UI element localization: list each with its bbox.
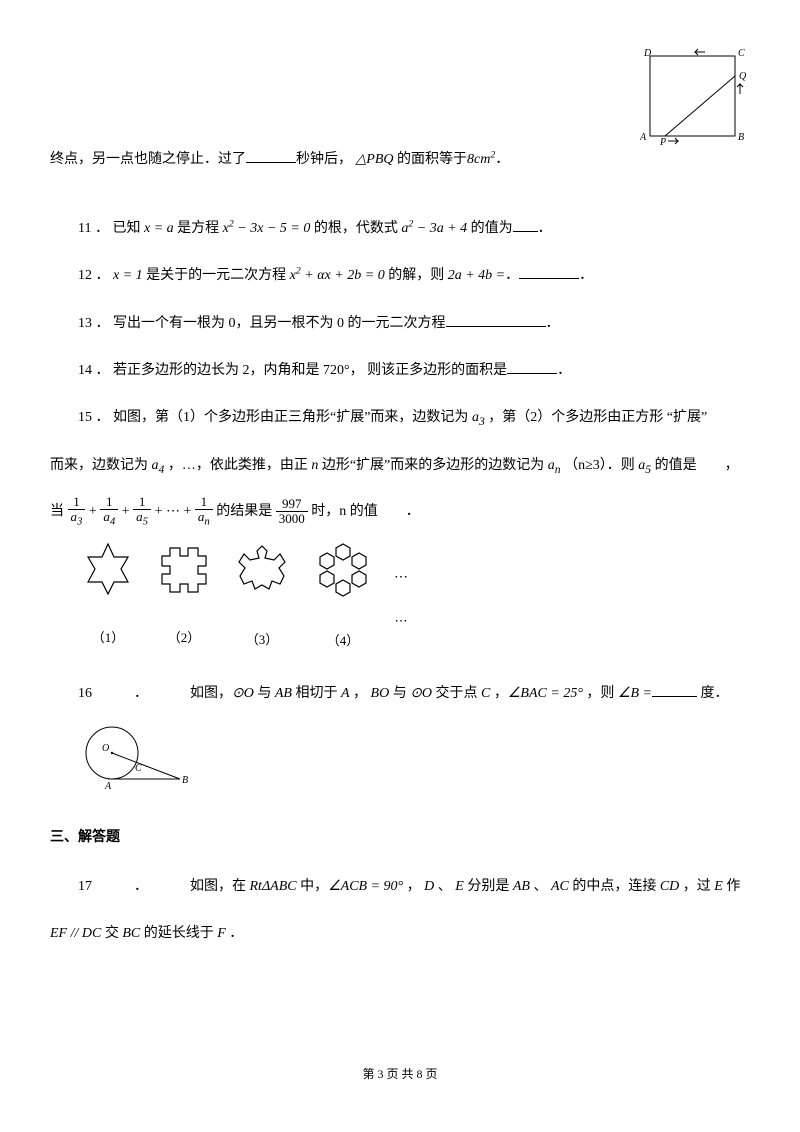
- q12: 12 ． x = 1 是关于的一元二次方程 x2 + αx + 2b = 0 的…: [50, 256, 750, 295]
- svg-text:D: D: [643, 48, 652, 59]
- circle-diagram: O A B C: [80, 721, 750, 807]
- q17-line1: 17 ． 如图，在 RtΔABC 中，∠ACB = 90° ， D 、 E 分别…: [50, 867, 750, 906]
- svg-text:O: O: [102, 743, 109, 754]
- section3-title: 三、解答题: [50, 818, 750, 857]
- q15-figures: （1） （2） （3）: [80, 539, 750, 660]
- svg-text:P: P: [659, 137, 666, 146]
- svg-text:Q: Q: [739, 71, 747, 82]
- svg-text:C: C: [738, 48, 745, 59]
- svg-text:B: B: [738, 132, 744, 143]
- q15-line1: 15 ． 如图，第（1）个多边形由正三角形“扩展”而来，边数记为 a3 ，第（2…: [50, 398, 750, 438]
- hexagon-shape-icon: [312, 539, 374, 601]
- q17-line2: EF // DC 交 BC 的延长线于 F ．: [50, 914, 750, 953]
- svg-text:B: B: [182, 775, 188, 786]
- q11: 11 ． 已知 x = a 是方程 x2 − 3x − 5 = 0 的根，代数式…: [50, 209, 750, 248]
- q14: 14 ． 若正多边形的边长为 2，内角和是 720°， 则该正多边形的面积是．: [50, 351, 750, 390]
- page-footer: 第 3 页 共 8 页: [0, 1058, 800, 1092]
- svg-text:C: C: [135, 763, 142, 774]
- q16: 16 ． 如图，⊙O 与 AB 相切于 A ， BO 与 ⊙O 交于点 C ，∠…: [50, 674, 750, 713]
- star-shape-icon: [80, 542, 136, 598]
- square-diagram: D C A B P Q: [640, 46, 750, 146]
- cross-shape-icon: [156, 542, 212, 598]
- svg-text:A: A: [104, 781, 112, 791]
- pentagon-shape-icon: [232, 540, 292, 600]
- q15-line2: 而来，边数记为 a4 ，…，依此类推，由正 n 边形“扩展”而来的多边形的边数记…: [50, 446, 750, 486]
- q15-formula: 当 1a3 + 1a4 + 1a5 + ⋯ + 1an 的结果是 9973000…: [50, 495, 750, 529]
- q13: 13 ． 写出一个有一根为 0，且另一根不为 0 的一元二次方程．: [50, 304, 750, 343]
- svg-text:A: A: [640, 132, 647, 143]
